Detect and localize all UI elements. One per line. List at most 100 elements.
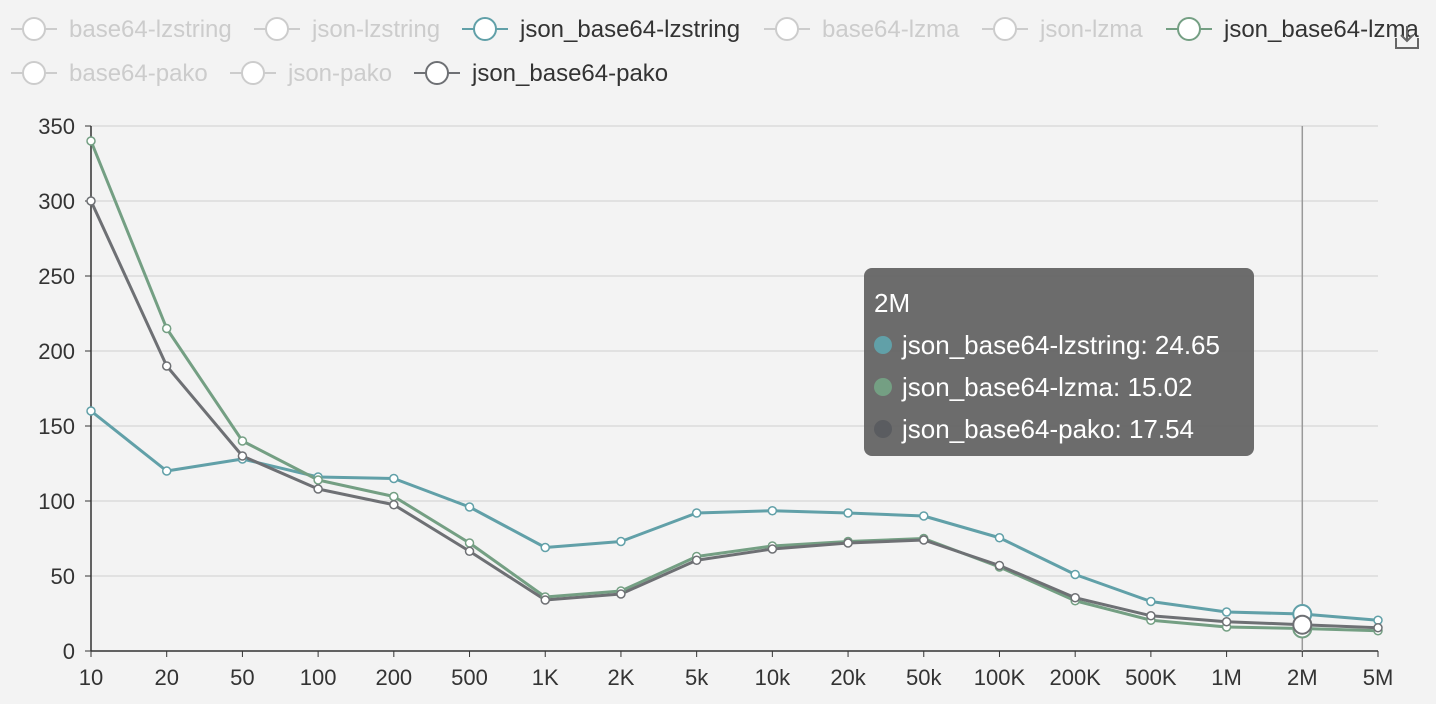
data-point[interactable]	[1221, 617, 1232, 627]
data-point[interactable]	[464, 502, 475, 512]
legend-item[interactable]: json_base64-pako	[414, 60, 668, 87]
legend: base64-lzstring json-lzstring json_base64-…	[11, 16, 1419, 87]
data-point[interactable]	[389, 473, 399, 484]
x-tick-label: 10	[79, 665, 103, 690]
series-dot-icon	[874, 378, 892, 396]
legend-item[interactable]: base64-pako	[11, 60, 208, 87]
legend-item[interactable]: json-lzma	[982, 16, 1143, 43]
tooltip-row: json_base64-pako: 17.54	[874, 408, 1244, 450]
tooltip-row: json_base64-lzstring: 24.65	[874, 324, 1244, 366]
legend-item[interactable]: json-pako	[230, 60, 392, 87]
data-point[interactable]	[691, 555, 702, 565]
data-point[interactable]	[616, 589, 626, 599]
data-point[interactable]	[313, 484, 323, 494]
data-point[interactable]	[237, 451, 248, 461]
data-point[interactable]	[616, 536, 626, 547]
series-dot-icon	[874, 336, 892, 354]
y-tick-label: 250	[38, 264, 75, 289]
tooltip-row: json_base64-lzma: 15.02	[874, 366, 1244, 408]
data-point[interactable]	[86, 196, 96, 206]
legend-marker-icon	[1177, 17, 1201, 41]
legend-marker-icon	[473, 17, 497, 41]
data-point[interactable]	[1221, 607, 1232, 617]
download-icon[interactable]	[1394, 24, 1420, 50]
x-tick-label: 2M	[1287, 665, 1318, 690]
x-tick-label: 20	[154, 665, 178, 690]
data-point[interactable]	[464, 538, 475, 548]
x-tick-label: 1M	[1211, 665, 1242, 690]
legend-item[interactable]: json-lzstring	[254, 16, 440, 43]
data-point[interactable]	[86, 406, 96, 416]
x-tick-label: 200K	[1049, 665, 1101, 690]
legend-label: json_base64-lzstring	[519, 16, 740, 43]
data-point[interactable]	[540, 542, 550, 553]
x-tick-label: 500K	[1125, 665, 1177, 690]
legend-label: base64-pako	[69, 60, 208, 87]
series-dot-icon	[874, 420, 892, 438]
data-point[interactable]	[1146, 611, 1156, 621]
data-point[interactable]	[994, 533, 1005, 543]
data-point[interactable]	[389, 500, 399, 510]
data-point[interactable]	[994, 560, 1005, 571]
data-point[interactable]	[1292, 614, 1313, 635]
tooltip-row-label: json_base64-lzstring: 24.65	[902, 330, 1220, 360]
x-tick-label: 5k	[685, 665, 709, 690]
data-point[interactable]	[843, 508, 853, 518]
legend-item[interactable]: json_base64-lzma	[1166, 16, 1419, 43]
legend-item[interactable]: json_base64-lzstring	[462, 16, 740, 43]
data-point[interactable]	[389, 491, 399, 502]
x-tick-label: 2K	[607, 665, 634, 690]
x-tick-label: 1K	[532, 665, 559, 690]
x-tick-label: 100	[300, 665, 337, 690]
legend-marker-icon	[775, 17, 799, 41]
data-point[interactable]	[1070, 569, 1080, 580]
legend-label: json-lzma	[1039, 16, 1143, 43]
series	[86, 136, 1383, 639]
data-point[interactable]	[767, 506, 778, 516]
data-point[interactable]	[767, 544, 778, 554]
data-point[interactable]	[919, 535, 929, 545]
x-tick-label: 20k	[830, 665, 866, 690]
x-tick-label: 50k	[906, 665, 942, 690]
data-point[interactable]	[919, 511, 929, 521]
legend-marker-icon	[425, 61, 449, 85]
x-tick-label: 50	[230, 665, 254, 690]
data-point[interactable]	[464, 546, 475, 556]
series-line	[89, 200, 1379, 630]
y-tick-label: 350	[38, 114, 75, 139]
legend-label: base64-lzma	[822, 16, 960, 43]
legend-label: json-pako	[287, 60, 392, 87]
data-point[interactable]	[161, 361, 172, 371]
tooltip-row-label: json_base64-lzma: 15.02	[902, 372, 1193, 402]
data-point[interactable]	[237, 436, 248, 446]
data-point[interactable]	[1146, 596, 1156, 607]
x-tick-label: 100K	[974, 665, 1026, 690]
data-point[interactable]	[86, 136, 96, 146]
data-point[interactable]	[1373, 623, 1383, 633]
y-tick-label: 200	[38, 339, 75, 364]
data-point[interactable]	[313, 475, 323, 485]
data-point[interactable]	[691, 508, 702, 518]
legend-marker-icon	[265, 17, 289, 41]
legend-marker-icon	[993, 17, 1017, 41]
data-point[interactable]	[843, 538, 853, 548]
x-tick-label: 500	[451, 665, 488, 690]
grid	[91, 125, 1378, 577]
data-point[interactable]	[161, 466, 172, 476]
legend-label: json_base64-pako	[471, 60, 668, 87]
axes: 0 50 100 150 200 250 300 350 10 20 50 100 200 500 1K 2K…	[38, 114, 1393, 690]
legend-item[interactable]: base64-lzstring	[11, 16, 232, 43]
x-tick-label: 5M	[1363, 665, 1394, 690]
legend-item[interactable]: base64-lzma	[764, 16, 960, 43]
y-tick-label: 300	[38, 189, 75, 214]
legend-marker-icon	[22, 17, 46, 41]
data-point[interactable]	[540, 595, 550, 605]
data-point[interactable]	[1070, 593, 1080, 603]
series-line	[89, 140, 1379, 633]
y-tick-label: 150	[38, 414, 75, 439]
legend-label: json_base64-lzma	[1223, 16, 1419, 43]
legend-marker-icon	[241, 61, 265, 85]
data-point[interactable]	[161, 323, 172, 334]
